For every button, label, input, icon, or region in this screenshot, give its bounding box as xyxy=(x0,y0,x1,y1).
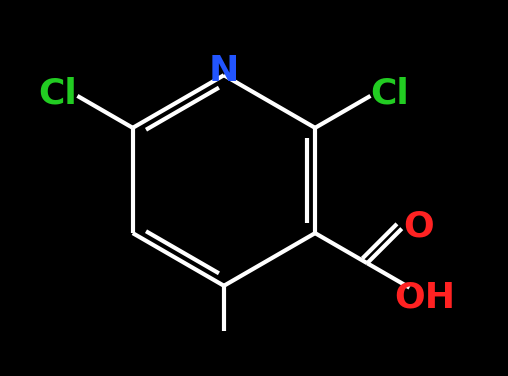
Text: Cl: Cl xyxy=(371,77,409,111)
Text: Cl: Cl xyxy=(39,77,77,111)
Text: OH: OH xyxy=(394,280,455,314)
Text: N: N xyxy=(209,54,239,88)
Text: O: O xyxy=(403,210,434,244)
